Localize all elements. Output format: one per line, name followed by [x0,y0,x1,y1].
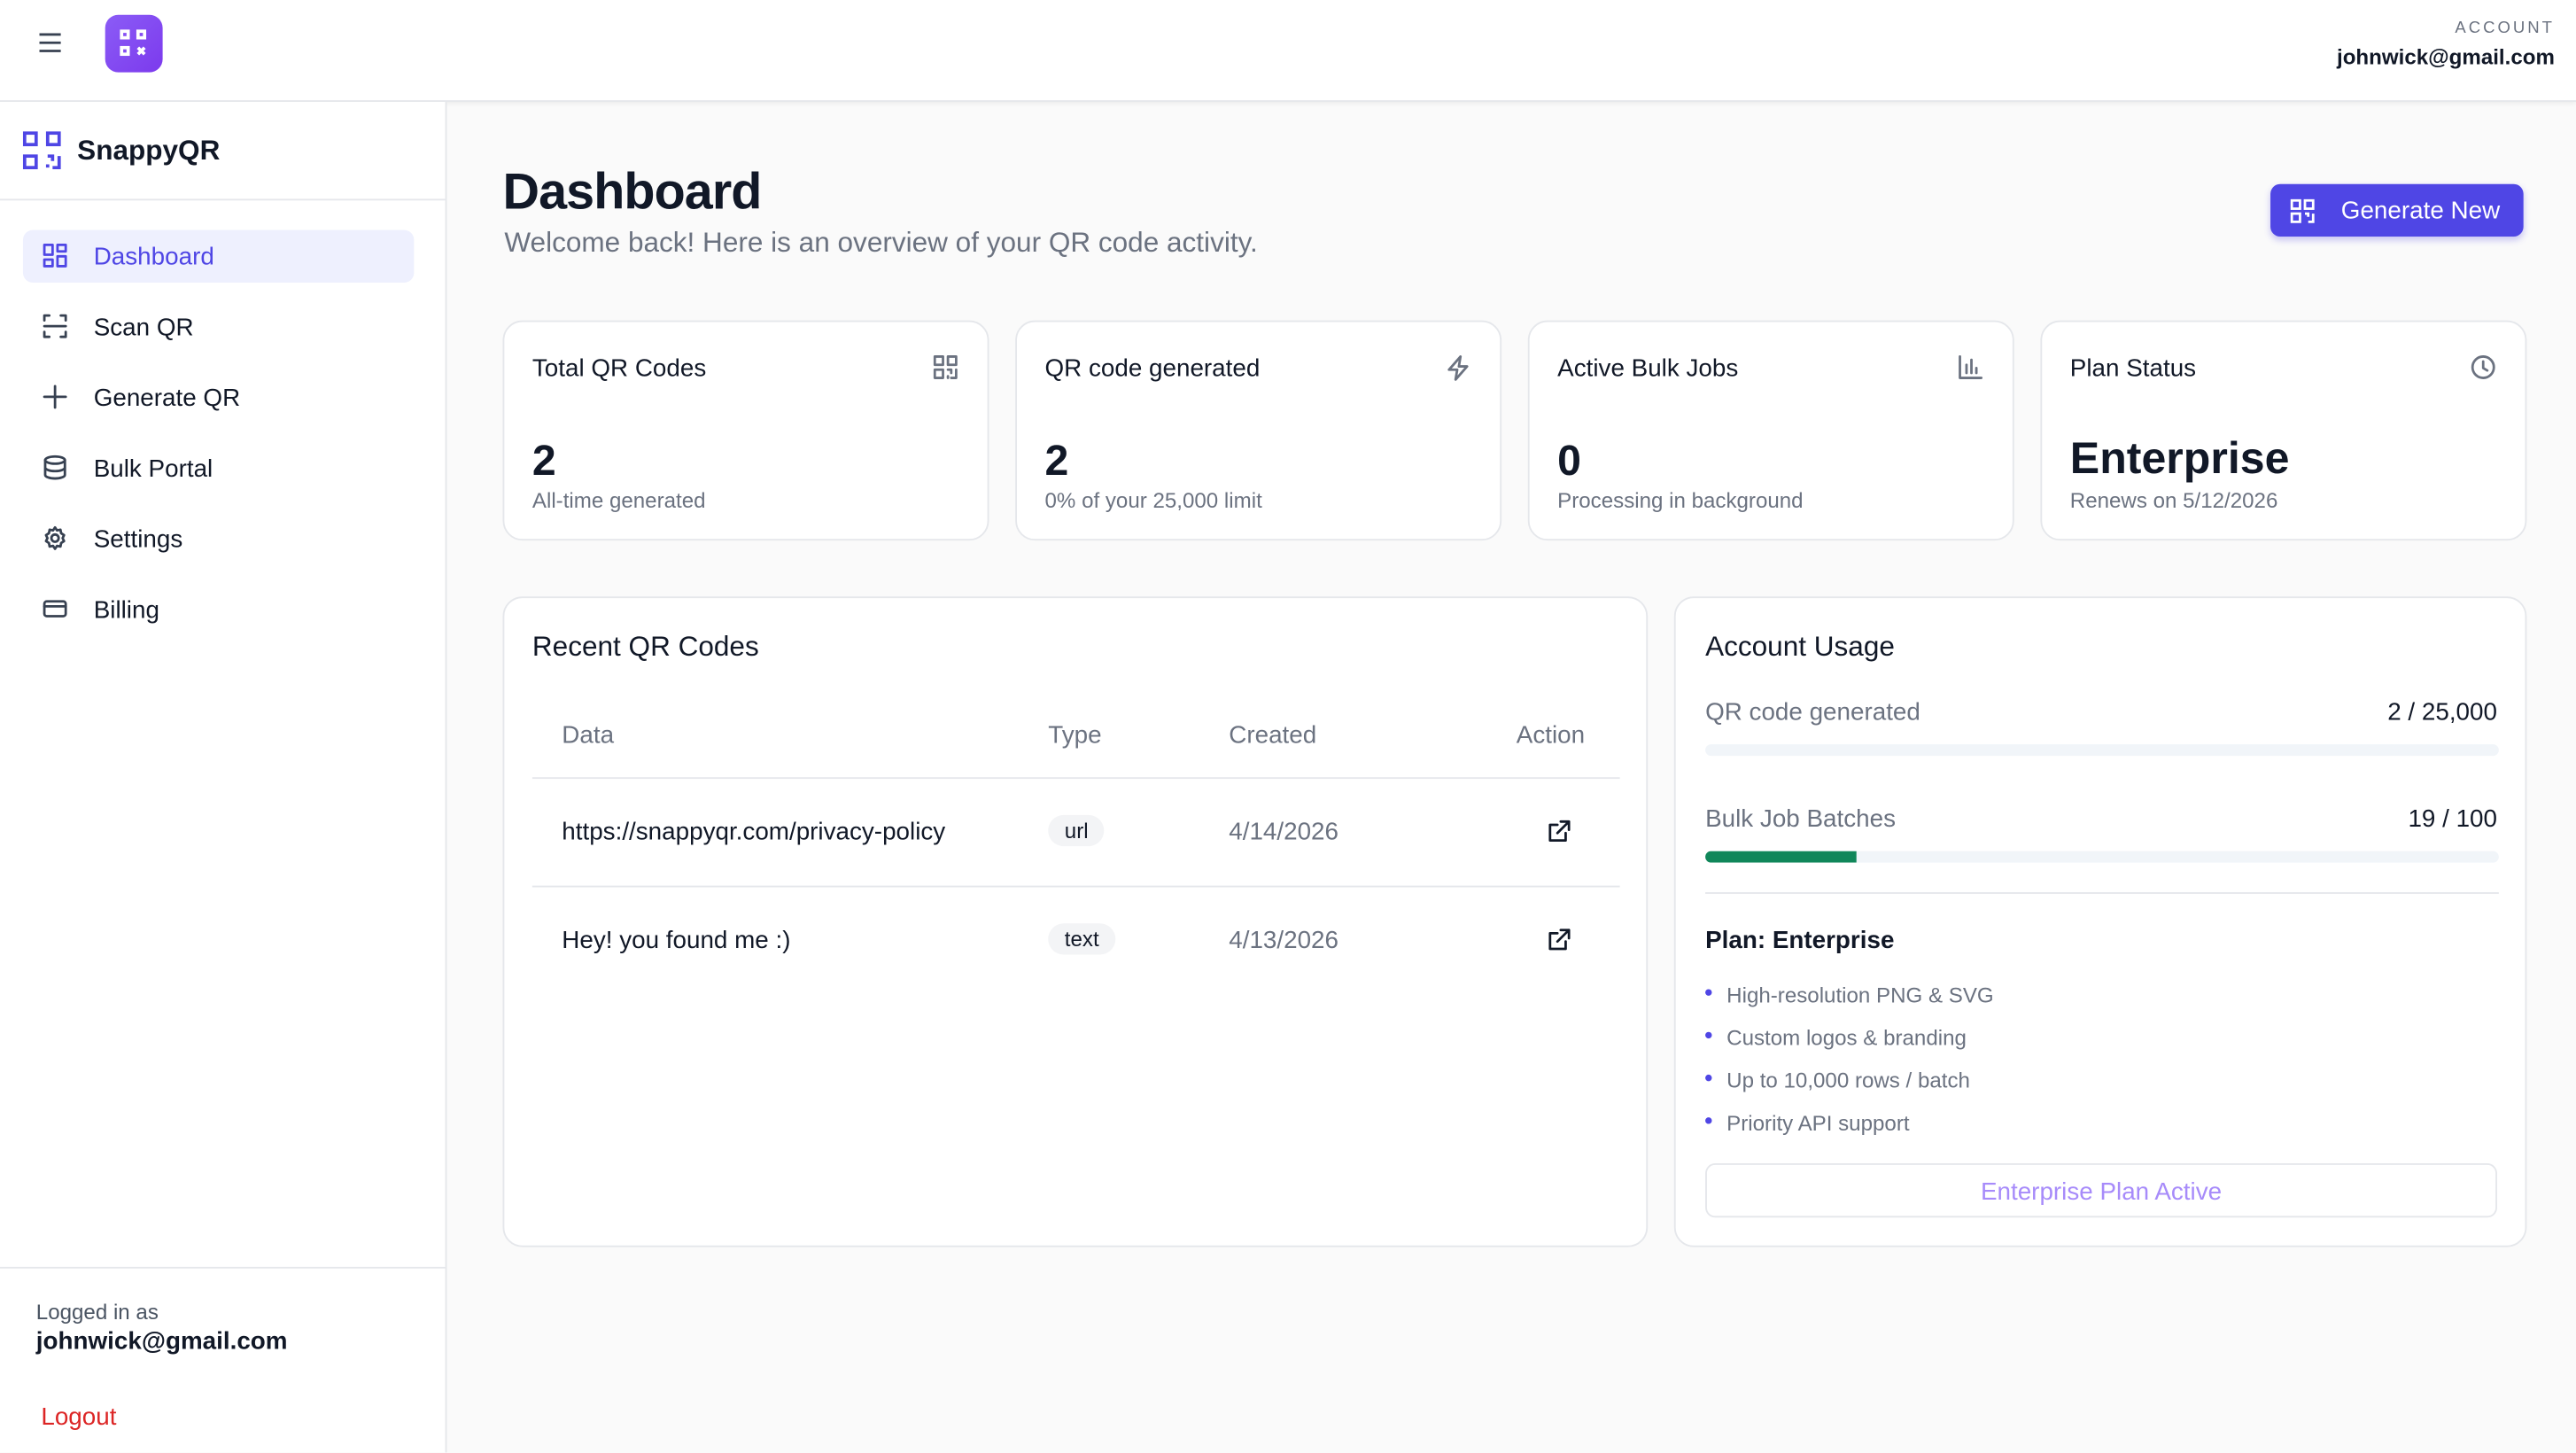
brand-icon [22,131,61,170]
cell-created: 4/14/2026 [1229,818,1339,847]
usage-label: Bulk Job Batches [1705,804,1897,834]
nav-icon [43,243,67,268]
nav-item[interactable]: Generate QR [23,371,414,423]
account-label: ACCOUNT [2455,19,2555,38]
stat-value: 2 [1044,435,1069,486]
usage-bar [1705,851,1857,863]
usage-value: 2 / 25,000 [2387,698,2497,726]
nav-icon [44,525,66,550]
brand-name: SnappyQR [77,135,221,167]
column-header: Type [1048,721,1102,750]
divider [0,1266,446,1269]
stat-title: QR code generated [1044,354,1261,384]
sidebar: SnappyQR Dashboard Scan QR Generate QR Bulk… [0,101,447,1453]
row-divider [531,885,1620,888]
stat-card: QR code generated 2 0% of your 25,000 limi… [1015,320,1502,541]
nav-label[interactable]: Billing [93,596,159,625]
usage-value: 19 / 100 [2408,804,2497,834]
stat-value: 0 [1557,435,1581,486]
bullet [1705,1074,1712,1082]
bullet [1705,989,1712,996]
stat-icon [1959,355,1983,379]
usage-label: QR code generated [1705,698,1920,726]
stat-note: 0% of your 25,000 limit [1044,487,1262,513]
panel-title: Recent QR Codes [531,631,759,663]
generate-button[interactable]: Generate New [2270,183,2524,237]
bullet [1705,1117,1712,1124]
feature: Priority API support [1726,1110,1910,1136]
nav-item[interactable]: Settings [23,513,414,565]
button-label[interactable]: Generate New [2340,197,2501,226]
nav-item[interactable]: Bulk Portal [23,442,414,494]
app-logo[interactable] [105,14,163,73]
column-header: Created [1229,721,1317,750]
nav-label[interactable]: Settings [93,525,183,555]
nav-item[interactable]: Scan QR [23,300,414,353]
row-divider [531,777,1620,780]
stat-card: Total QR Codes 2 All-time generated [502,320,989,541]
stat-title: Plan Status [2069,354,2197,384]
logged-in-label: Logged in as [35,1299,159,1325]
type-badge: text [1048,923,1116,955]
logout[interactable]: Logout [41,1402,117,1432]
stat-note: All-time generated [531,487,706,513]
stat-icon [1447,355,1469,381]
nav-label[interactable]: Generate QR [93,384,241,413]
stat-value: 2 [531,435,556,486]
open-link-icon[interactable] [1548,820,1571,843]
type-badge: url [1048,814,1106,847]
nav-item[interactable]: Dashboard [22,229,415,283]
stat-card: Plan Status Enterprise Renews on 5/12/2026 [2040,320,2527,541]
feature: Custom logos & branding [1726,1025,1967,1051]
nav-label[interactable]: Dashboard [93,243,214,272]
nav-label[interactable]: Scan QR [93,314,194,342]
stat-value: Enterprise [2069,433,2290,484]
plan-button[interactable]: Enterprise Plan Active [1705,1163,2497,1218]
cell-created: 4/13/2026 [1229,926,1339,955]
plan-title: Plan: Enterprise [1705,926,1895,955]
topbar: ACCOUNT johnwick@gmail.com [0,0,2576,102]
usage-panel: Account Usage QR code generated 2 / 25,00… [1673,596,2527,1247]
nav-icon [43,455,66,480]
nav-icon [43,600,67,618]
stat-title: Total QR Codes [531,354,707,384]
page-title: Dashboard [502,162,763,221]
usage-track [1705,851,2499,863]
user-email: johnwick@gmail.com [35,1327,288,1356]
menu-icon[interactable] [39,33,63,52]
stat-note: Processing in background [1557,487,1804,513]
nav-item[interactable]: Billing [23,583,414,635]
bullet [1705,1031,1712,1039]
stat-card: Active Bulk Jobs 0 Processing in backgroun… [1527,320,2014,541]
feature: High-resolution PNG & SVG [1726,983,1994,1007]
nav-icon [43,314,67,338]
recent-panel: Recent QR Codes Data Type Created Action htt… [502,596,1649,1247]
nav-icon [43,385,67,409]
stat-title: Active Bulk Jobs [1557,354,1739,384]
feature: Up to 10,000 rows / batch [1726,1068,1970,1093]
panel-title: Account Usage [1705,631,1895,663]
column-header: Data [562,721,615,750]
page-subtitle: Welcome back! Here is an overview of you… [504,226,1258,259]
cell-data: https://snappyqr.com/privacy-policy [562,818,946,847]
column-header: Action [1516,721,1586,750]
divider [1705,892,2499,894]
open-link-icon[interactable] [1548,929,1571,952]
stat-icon [2471,355,2495,379]
button-label[interactable]: Enterprise Plan Active [1980,1177,2223,1207]
nav-label[interactable]: Bulk Portal [93,455,213,484]
usage-track [1705,744,2499,757]
stat-note: Renews on 5/12/2026 [2069,487,2278,513]
cell-data: Hey! you found me :) [562,926,791,955]
divider [0,198,446,201]
account-email: johnwick@gmail.com [2336,44,2555,69]
stat-icon [933,355,958,379]
